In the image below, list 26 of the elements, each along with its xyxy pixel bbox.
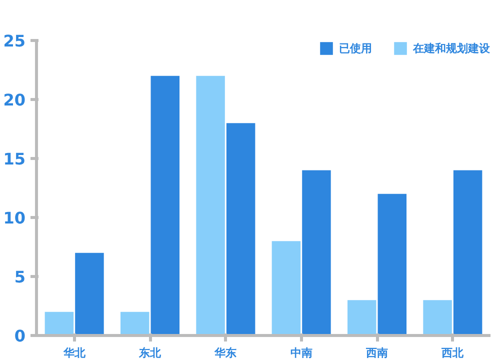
bar [272,241,301,336]
bar [120,312,150,336]
y-tick-label: 25 [3,32,26,50]
legend-label: 已使用 [339,40,372,56]
y-tick-label: 20 [3,90,26,110]
bar [196,76,225,336]
bar [150,76,180,336]
y-tick-label: 15 [3,150,26,168]
x-tick-label: 东北 [138,346,162,360]
bar [378,194,407,336]
x-tick-label: 华东 [214,346,237,360]
bar [44,312,74,336]
legend-label: 在建和规划建设 [413,40,490,56]
x-tick-label: 中南 [290,346,312,360]
bar [75,252,104,336]
bar [226,123,256,336]
y-tick-label: 10 [3,208,26,228]
x-tick-label: 西南 [365,346,388,360]
bar [302,170,331,336]
x-tick-label: 西北 [440,346,465,360]
y-tick-label: 5 [14,268,26,286]
bar [423,300,452,336]
x-tick-label: 华北 [62,346,86,360]
bar [453,170,482,336]
bar [347,300,376,336]
y-tick-label: 0 [14,326,26,346]
